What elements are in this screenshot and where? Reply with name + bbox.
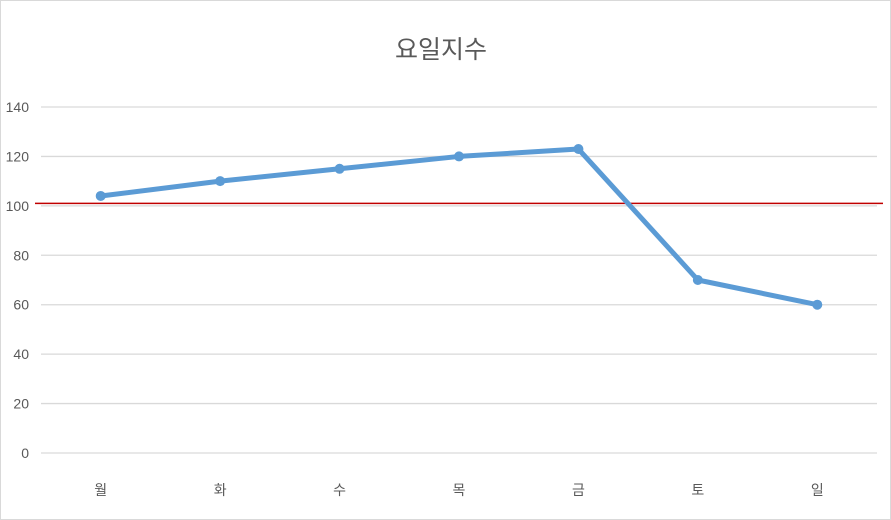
x-tick-label: 토 xyxy=(691,483,704,499)
data-point xyxy=(692,275,703,285)
y-tick-label: 120 xyxy=(6,148,30,164)
y-tick-label: 140 xyxy=(6,99,30,115)
x-tick-label: 화 xyxy=(214,483,227,499)
x-tick-label: 월 xyxy=(94,483,107,499)
data-point xyxy=(812,299,823,310)
chart-title: 요일지수 xyxy=(394,35,487,64)
y-tick-label: 0 xyxy=(21,445,29,461)
y-tick-label: 100 xyxy=(6,198,30,214)
x-tick-label: 목 xyxy=(453,483,466,499)
y-tick-label: 20 xyxy=(13,396,29,412)
y-tick-label: 80 xyxy=(13,247,29,263)
data-point xyxy=(454,151,464,162)
data-point xyxy=(334,163,345,174)
y-tick-label: 40 xyxy=(13,346,29,362)
y-tick-label: 60 xyxy=(13,297,29,313)
series-line xyxy=(98,146,820,308)
x-tick-label: 금 xyxy=(572,483,585,499)
data-point xyxy=(95,190,106,201)
data-point xyxy=(215,176,226,187)
x-tick-label: 수 xyxy=(333,483,346,499)
data-point xyxy=(573,144,584,155)
x-tick-label: 일 xyxy=(811,483,824,499)
